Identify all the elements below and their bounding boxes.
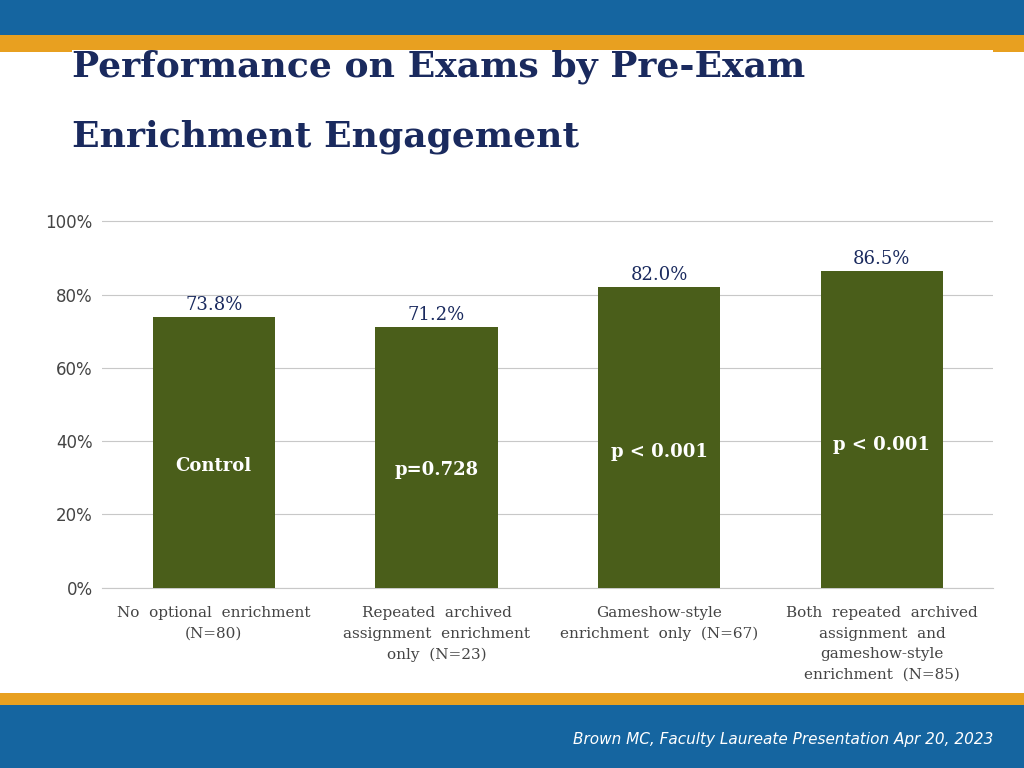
Text: 73.8%: 73.8% [185,296,243,314]
Text: Enrichment Engagement: Enrichment Engagement [72,120,579,154]
Text: Brown MC, Faculty Laureate Presentation Apr 20, 2023: Brown MC, Faculty Laureate Presentation … [572,732,993,747]
Bar [375,326,498,588]
Text: 71.2%: 71.2% [408,306,465,324]
Text: p < 0.001: p < 0.001 [610,443,708,462]
Bar [153,317,275,588]
Bar [598,287,721,588]
Text: p < 0.001: p < 0.001 [834,436,931,454]
Bar [820,271,943,588]
Text: 82.0%: 82.0% [631,266,688,284]
Text: 86.5%: 86.5% [853,250,910,268]
Text: p=0.728: p=0.728 [394,461,478,479]
Text: Control: Control [176,457,252,475]
Text: Performance on Exams by Pre-Exam: Performance on Exams by Pre-Exam [72,50,805,84]
